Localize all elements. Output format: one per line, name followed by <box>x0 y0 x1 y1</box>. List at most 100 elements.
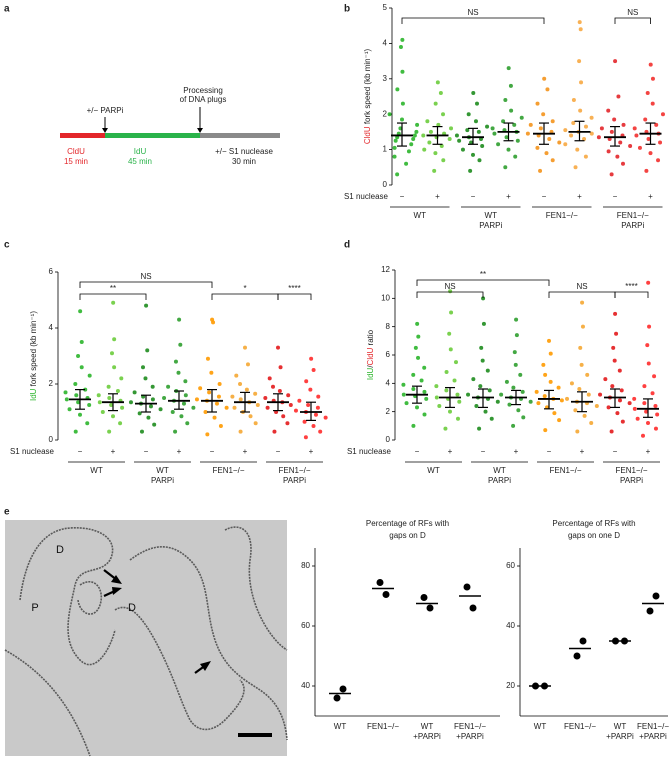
y-tick-label: 2 <box>383 109 388 118</box>
data-point <box>205 432 210 437</box>
data-point <box>178 342 183 347</box>
data-point <box>128 400 133 405</box>
data-point <box>79 365 84 370</box>
data-point <box>579 362 584 367</box>
data-point <box>263 396 268 400</box>
data-point <box>648 151 653 156</box>
data-point <box>316 394 321 399</box>
data-point <box>612 358 617 363</box>
group-label: WT <box>90 466 103 475</box>
data-point <box>507 402 512 407</box>
data-point <box>538 168 543 173</box>
data-point <box>444 388 449 393</box>
data-point <box>293 408 298 413</box>
data-point <box>563 142 568 147</box>
fiber <box>224 526 288 651</box>
data-point <box>583 154 588 159</box>
data-point <box>132 390 137 395</box>
data-point <box>441 158 446 163</box>
significance-bracket <box>416 291 484 298</box>
significance-label: NS <box>140 272 151 281</box>
data-point <box>479 345 484 350</box>
data-point <box>270 384 275 389</box>
panel-label: d <box>344 240 350 251</box>
data-point <box>139 429 144 434</box>
x-axis-label: S1 nuclease <box>347 447 392 456</box>
arrow-head <box>112 587 122 595</box>
data-point <box>401 382 406 387</box>
micrograph-background <box>5 520 287 756</box>
data-point <box>83 387 88 392</box>
significance-label: NS <box>627 8 638 17</box>
data-point <box>474 404 479 408</box>
data-point <box>503 165 508 170</box>
data-point <box>203 410 208 414</box>
data-point <box>421 133 426 138</box>
data-point <box>107 429 112 434</box>
data-point <box>150 384 155 389</box>
group-label: FEN1−/− <box>546 211 578 220</box>
x-tick-label: +PARPi <box>639 732 667 741</box>
group-label: PARPi <box>479 221 502 230</box>
data-point <box>181 401 186 406</box>
data-point <box>432 168 437 173</box>
micrograph-label: D <box>56 544 64 556</box>
data-point <box>441 112 446 117</box>
x-tick-label: WT <box>534 722 547 731</box>
data-point <box>542 394 547 399</box>
data-point <box>443 426 448 431</box>
data-point <box>518 372 523 377</box>
data-point <box>489 416 494 421</box>
panel-label: e <box>4 507 10 518</box>
data-point <box>477 158 482 163</box>
data-point <box>253 421 258 426</box>
data-point <box>610 384 615 389</box>
data-point <box>79 340 84 344</box>
group-label: FEN1−/− <box>549 466 581 475</box>
y-tick-label: 0 <box>386 435 391 444</box>
data-point <box>420 594 428 601</box>
data-point <box>413 345 418 350</box>
parpi-label: +/− PARPi <box>87 106 124 115</box>
data-point <box>547 338 551 343</box>
data-point <box>468 168 473 173</box>
data-point <box>620 161 625 166</box>
data-point <box>490 126 495 131</box>
y-tick-label: 4 <box>383 39 388 48</box>
data-point <box>519 115 524 120</box>
y-tick-label: 3 <box>383 74 388 83</box>
data-point <box>207 390 212 395</box>
data-point <box>392 145 397 150</box>
data-point <box>563 128 568 133</box>
data-point <box>534 389 539 394</box>
y-tick-label: 12 <box>381 265 390 274</box>
data-point <box>143 376 148 381</box>
data-point <box>238 397 243 402</box>
group-label: WT <box>156 466 169 475</box>
significance-bracket <box>614 291 649 298</box>
data-point <box>210 317 215 322</box>
data-point <box>471 152 475 157</box>
fiber <box>19 527 116 666</box>
group-label: FEN1−/− <box>278 466 310 475</box>
segment-time: 45 min <box>128 157 152 166</box>
data-point <box>618 140 623 145</box>
treatment-label: − <box>471 192 476 201</box>
data-point <box>480 144 485 149</box>
data-point <box>528 399 533 404</box>
group-label: PARPi <box>151 476 174 485</box>
panel-label: c <box>4 240 10 251</box>
data-point <box>637 145 642 150</box>
data-point <box>647 324 652 329</box>
data-point <box>483 409 488 414</box>
significance-bracket <box>211 293 279 300</box>
data-point <box>606 149 611 154</box>
data-point <box>107 396 112 400</box>
treatment-label: − <box>276 447 281 456</box>
data-point <box>512 350 517 355</box>
data-point <box>556 385 561 390</box>
data-point <box>615 411 620 416</box>
fiber <box>4 649 91 757</box>
data-point <box>516 408 521 413</box>
data-point <box>632 126 637 131</box>
